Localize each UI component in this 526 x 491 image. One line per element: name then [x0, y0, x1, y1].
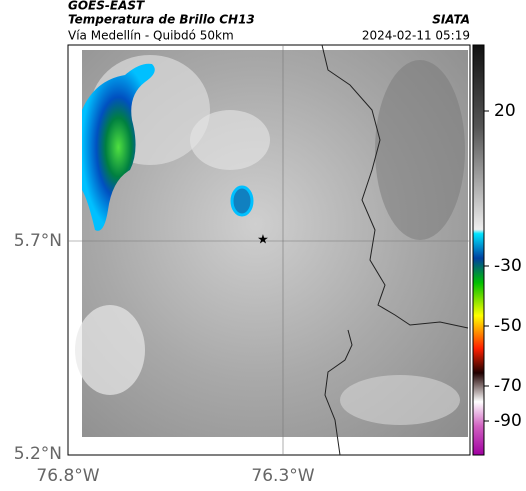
colorbar-ticks: 20 -30 -50 -70 -90 — [484, 101, 522, 431]
location-marker: ★ — [257, 233, 269, 248]
title: Temperatura de Brillo CH13 — [68, 13, 255, 27]
colorbar-label: -90 — [494, 411, 522, 431]
cloud-light — [340, 375, 460, 425]
convective-cloud — [230, 185, 254, 217]
border-line — [321, 44, 469, 456]
lat-label: 5.2°N — [14, 444, 62, 464]
lon-label: 76.8°W — [36, 466, 99, 486]
cloud-light — [190, 110, 270, 170]
product-label: GOES-EAST — [68, 0, 145, 13]
cloud-light — [75, 305, 145, 395]
subtitle: Vía Medellín - Quibdó 50km — [68, 29, 234, 43]
timestamp: 2024-02-11 05:19 — [362, 29, 470, 43]
lat-label: 5.7°N — [14, 231, 62, 251]
colorbar-label: 20 — [494, 101, 516, 121]
convective-cloud — [82, 63, 155, 231]
colorbar-label: -70 — [494, 376, 522, 396]
colorbar-label: -30 — [494, 256, 522, 276]
cloud-dark — [375, 60, 465, 240]
axis-labels: 5.7°N 5.2°N76.8°W 76.3°W — [14, 231, 315, 486]
source: SIATA — [432, 13, 470, 27]
colorbar-label: -50 — [494, 316, 522, 336]
lon-label: 76.3°W — [251, 466, 314, 486]
colorbar — [472, 44, 485, 456]
